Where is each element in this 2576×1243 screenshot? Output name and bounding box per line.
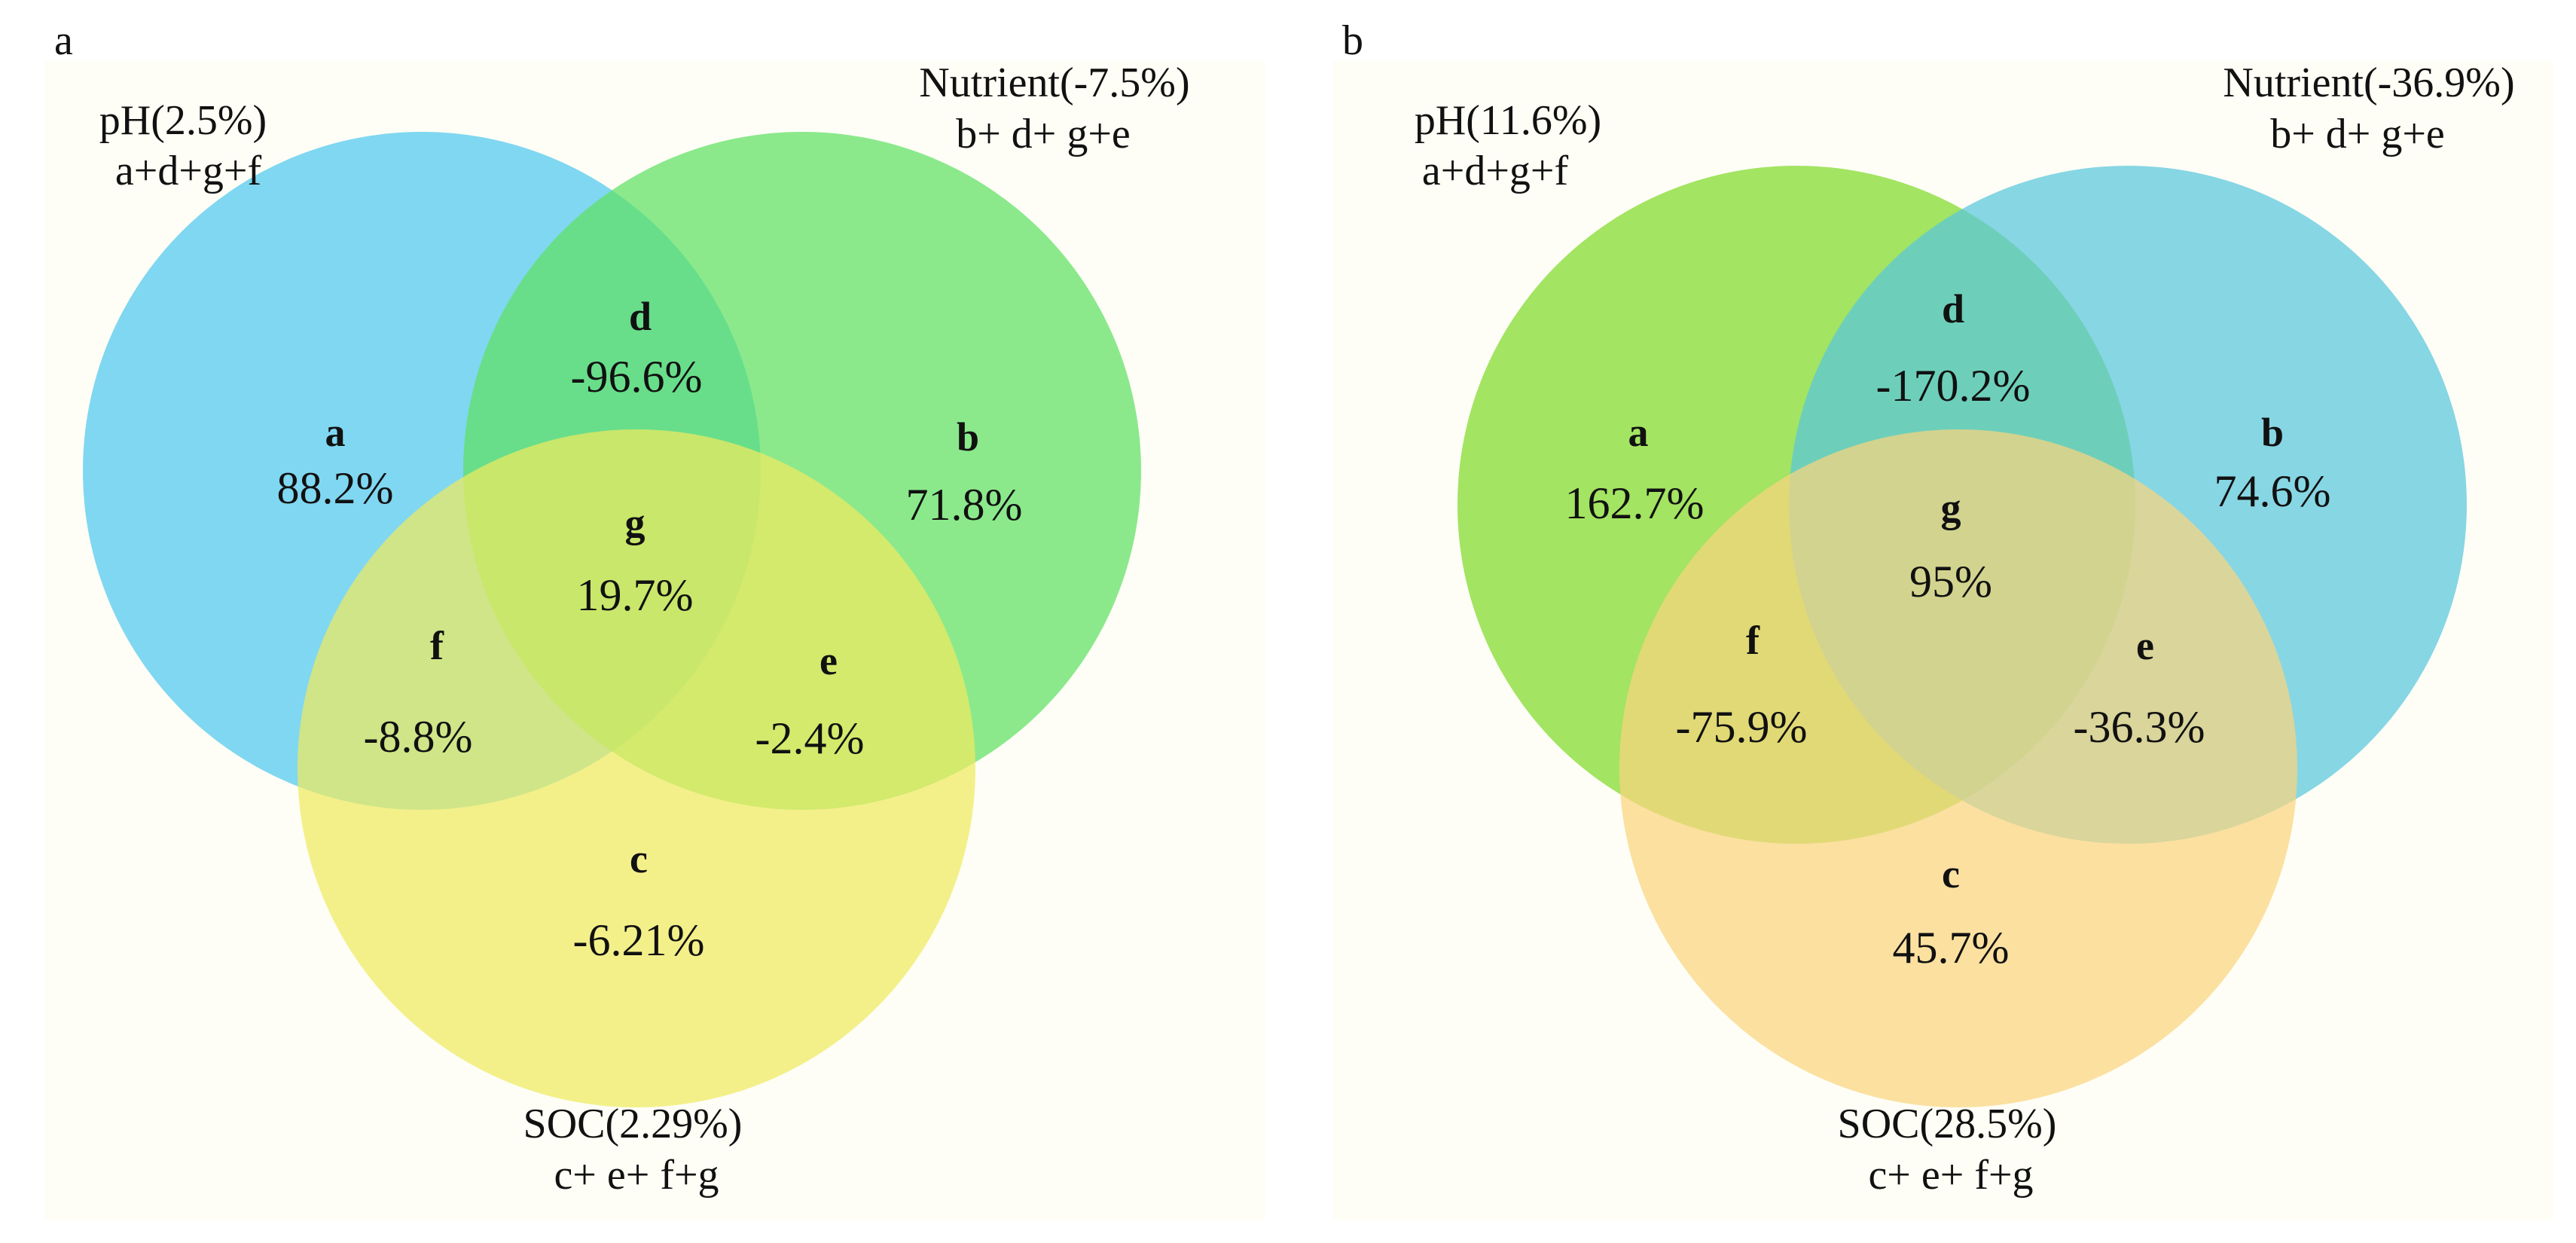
panel-a-region-f-value: -8.8% (364, 712, 473, 762)
panel-b-regions: a 162.7% d -170.2% b 74.6% g 95% f -75.9… (1565, 286, 2331, 973)
panel-b-region-g-value: 95% (1909, 557, 1992, 606)
panel-a-region-d-letter: d (629, 294, 652, 339)
panel-b-region-f-value: -75.9% (1676, 702, 1808, 752)
panel-a-region-g-letter: g (625, 500, 646, 545)
panel-a-ph-title: pH(2.5%) (99, 97, 267, 144)
panel-b-set-labels: pH(11.6%) a+d+g+f Nutrient(-36.9%) b+ d+… (1415, 60, 2515, 1199)
panel-b-region-b-value: 74.6% (2214, 466, 2331, 516)
panel-b-region-e-value: -36.3% (2074, 702, 2205, 752)
panel-a-region-e-value: -2.4% (755, 713, 865, 763)
panel-b-region-d-value: -170.2% (1876, 361, 2031, 411)
panel-a-regions: a 88.2% d -96.6% b 71.8% g 19.7% f -8.8%… (277, 294, 1023, 965)
panel-b-circles (1457, 166, 2467, 1107)
panel-b-soc-title: SOC(28.5%) (1838, 1101, 2057, 1147)
panel-a-region-c-letter: c (630, 836, 648, 881)
panel-a-ph-formula: a+d+g+f (115, 148, 262, 194)
panel-b-region-d-letter: d (1942, 286, 1964, 331)
panel-b-ph-title: pH(11.6%) (1415, 97, 1601, 144)
panel-a-soc-formula: c+ e+ f+g (554, 1152, 719, 1199)
panel-b-nutrient-formula: b+ d+ g+e (2270, 111, 2445, 157)
panel-b-region-e-letter: e (2136, 623, 2154, 668)
panel-b-region-a-letter: a (1628, 410, 1649, 455)
panel-b-ph-formula: a+d+g+f (1422, 148, 1569, 194)
panel-b-region-f-letter: f (1746, 618, 1760, 663)
panel-a-region-g-value: 19.7% (577, 570, 694, 620)
panel-b-label: b (1342, 17, 1363, 64)
panel-a-soc-circle (298, 429, 975, 1107)
panel-a-region-b-value: 71.8% (906, 480, 1023, 530)
panel-b-nutrient-title: Nutrient(-36.9%) (2223, 60, 2514, 106)
panel-a-region-b-letter: b (957, 414, 979, 460)
panel-b: b pH(11.6%) a+d+g+f Nutrient(-36.9%) b+ … (1333, 17, 2553, 1220)
panel-a-region-a-letter: a (325, 410, 346, 455)
panel-a-region-c-value: -6.21% (573, 915, 705, 965)
panel-a-region-e-letter: e (819, 638, 838, 683)
panel-a-nutrient-formula: b+ d+ g+e (956, 111, 1131, 157)
panel-a-region-a-value: 88.2% (277, 463, 394, 513)
panel-a: a pH(2.5%) a+d+g+f Nutrient(-7.5%) b+ d+… (45, 17, 1265, 1220)
panel-a-region-d-value: -96.6% (571, 352, 703, 402)
panel-b-region-b-letter: b (2261, 410, 2284, 455)
panel-b-region-g-letter: g (1941, 485, 1961, 530)
panel-b-region-c-value: 45.7% (1893, 923, 2010, 973)
panel-b-region-a-value: 162.7% (1565, 478, 1705, 528)
panel-a-soc-title: SOC(2.29%) (523, 1101, 743, 1147)
panel-b-soc-formula: c+ e+ f+g (1868, 1152, 2033, 1199)
panel-b-region-c-letter: c (1942, 851, 1960, 896)
panel-a-circles (83, 132, 1141, 1107)
panel-a-label: a (54, 17, 73, 64)
panel-a-nutrient-title: Nutrient(-7.5%) (919, 60, 1189, 106)
panel-b-soc-circle (1619, 429, 2297, 1107)
panel-a-set-labels: pH(2.5%) a+d+g+f Nutrient(-7.5%) b+ d+ g… (99, 60, 1190, 1199)
panel-a-region-f-letter: f (430, 623, 444, 668)
